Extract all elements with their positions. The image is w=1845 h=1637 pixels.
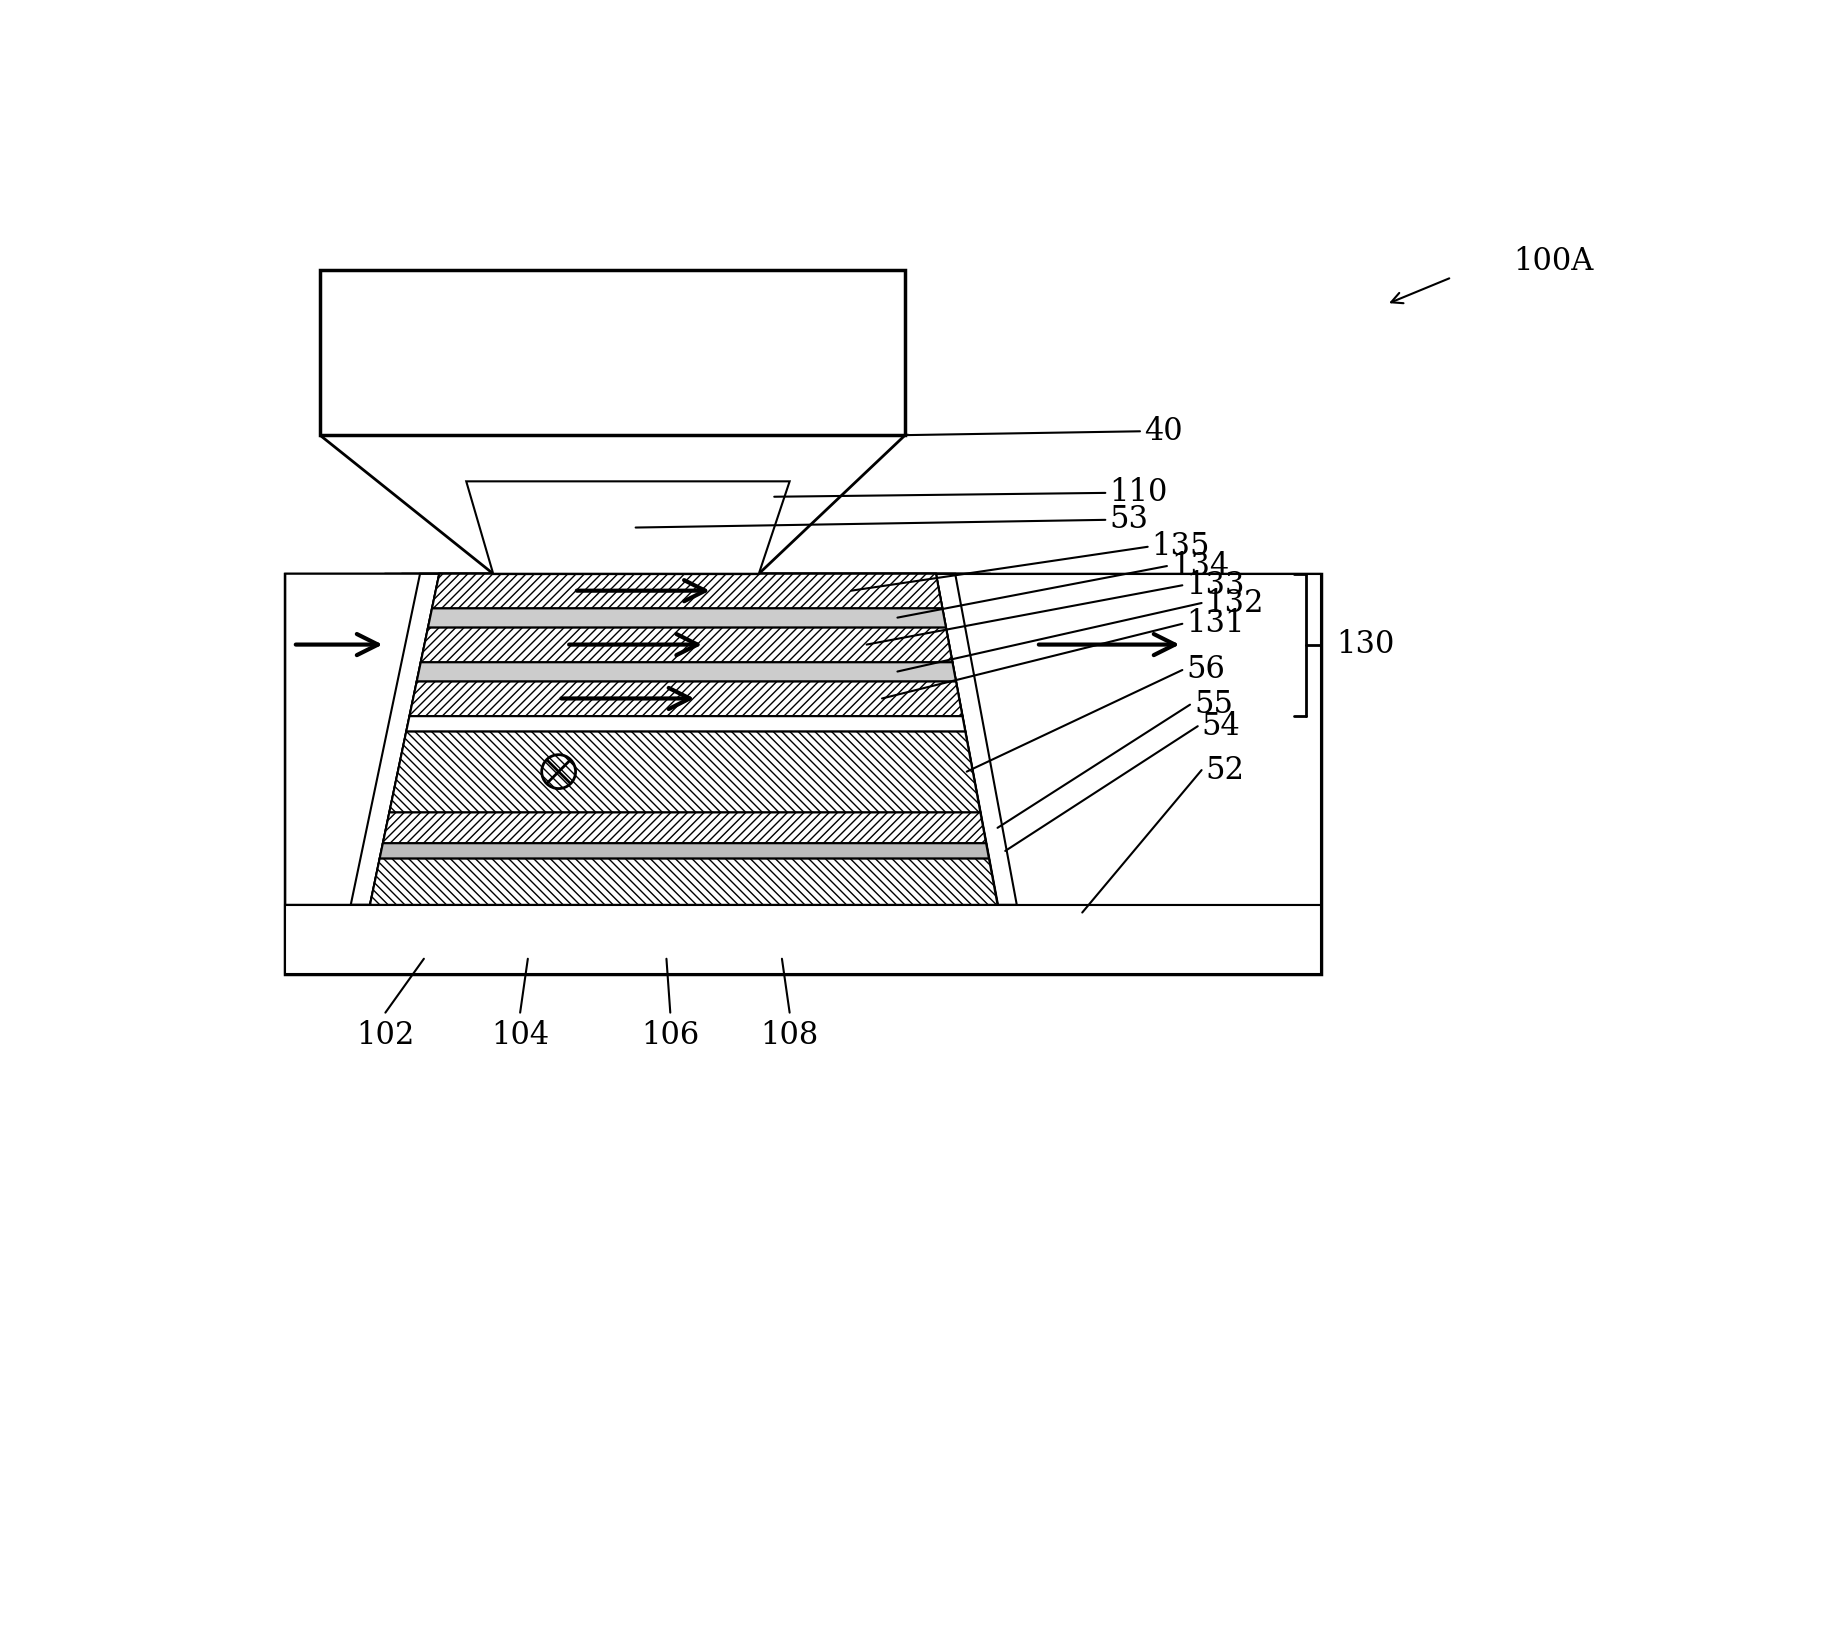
Text: 55: 55 (1194, 689, 1232, 720)
Polygon shape (935, 573, 1321, 905)
Text: 108: 108 (760, 1020, 819, 1051)
Text: 106: 106 (642, 1020, 699, 1051)
Polygon shape (432, 573, 943, 609)
Polygon shape (371, 573, 998, 905)
Text: 130: 130 (1336, 629, 1395, 660)
Polygon shape (286, 573, 439, 905)
Polygon shape (417, 663, 956, 681)
Text: 54: 54 (1201, 710, 1240, 742)
Text: 104: 104 (491, 1020, 550, 1051)
Polygon shape (319, 435, 906, 573)
Text: 131: 131 (1186, 609, 1245, 640)
Text: 110: 110 (1109, 478, 1168, 509)
Polygon shape (384, 812, 985, 843)
Polygon shape (421, 627, 952, 663)
Text: 40: 40 (1144, 416, 1183, 447)
Text: 100A: 100A (1513, 247, 1594, 277)
Text: 133: 133 (1186, 570, 1245, 601)
Text: 132: 132 (1205, 588, 1264, 619)
Polygon shape (319, 270, 906, 435)
Text: 52: 52 (1205, 755, 1244, 786)
Text: 135: 135 (1151, 532, 1210, 561)
Polygon shape (286, 905, 1321, 974)
Polygon shape (406, 717, 965, 732)
Polygon shape (389, 732, 980, 812)
Polygon shape (410, 681, 963, 717)
Text: 102: 102 (356, 1020, 415, 1051)
Polygon shape (380, 843, 989, 859)
Text: 134: 134 (1172, 550, 1229, 581)
Polygon shape (286, 573, 1321, 974)
Text: 56: 56 (1186, 655, 1225, 686)
Polygon shape (467, 481, 790, 573)
Text: 53: 53 (1109, 504, 1148, 535)
Polygon shape (371, 859, 998, 905)
Polygon shape (428, 609, 946, 627)
